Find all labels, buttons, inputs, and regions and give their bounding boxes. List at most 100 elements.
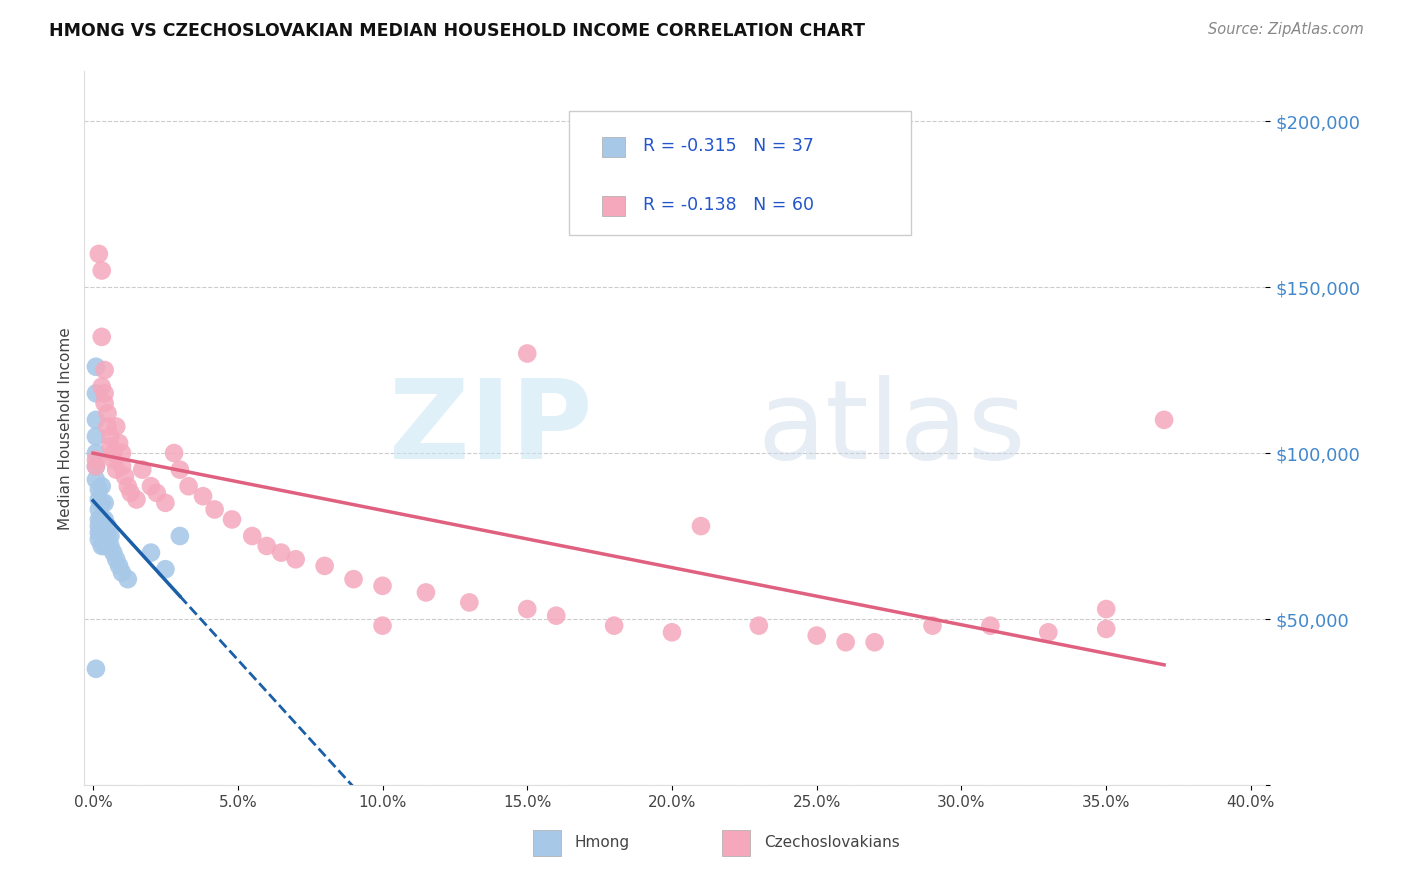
Point bbox=[516, 346, 538, 360]
Point bbox=[108, 558, 131, 573]
Text: R = -0.315   N = 37: R = -0.315 N = 37 bbox=[643, 137, 814, 155]
Point bbox=[169, 463, 191, 477]
Text: ZIP: ZIP bbox=[389, 375, 592, 482]
Point bbox=[96, 419, 118, 434]
Point bbox=[256, 539, 278, 553]
Point bbox=[191, 489, 214, 503]
Point bbox=[806, 629, 828, 643]
Point bbox=[240, 529, 263, 543]
Point bbox=[139, 479, 162, 493]
Point bbox=[87, 247, 110, 261]
Point bbox=[93, 512, 115, 526]
Point bbox=[314, 558, 336, 573]
Point bbox=[103, 546, 125, 560]
Point bbox=[84, 386, 107, 401]
Point bbox=[155, 496, 177, 510]
Point bbox=[131, 463, 153, 477]
Point bbox=[100, 439, 122, 453]
Point bbox=[270, 546, 292, 560]
Point bbox=[120, 486, 142, 500]
Point bbox=[1153, 413, 1175, 427]
Point bbox=[163, 446, 186, 460]
Point bbox=[177, 479, 200, 493]
Point bbox=[90, 539, 112, 553]
Point bbox=[93, 363, 115, 377]
Point bbox=[84, 473, 107, 487]
Point bbox=[108, 436, 131, 450]
Point bbox=[84, 429, 107, 443]
Point bbox=[921, 618, 943, 632]
Point bbox=[661, 625, 683, 640]
Point bbox=[100, 539, 122, 553]
Point bbox=[93, 396, 115, 410]
Point bbox=[96, 519, 118, 533]
Point bbox=[93, 525, 115, 540]
Point bbox=[125, 492, 148, 507]
Point bbox=[145, 486, 167, 500]
Point bbox=[516, 602, 538, 616]
Point bbox=[84, 413, 107, 427]
Point bbox=[863, 635, 886, 649]
Point bbox=[87, 525, 110, 540]
Point bbox=[105, 463, 128, 477]
Text: Source: ZipAtlas.com: Source: ZipAtlas.com bbox=[1208, 22, 1364, 37]
Point bbox=[87, 533, 110, 547]
Point bbox=[117, 479, 139, 493]
Point bbox=[114, 469, 136, 483]
Point bbox=[84, 452, 107, 467]
Point bbox=[117, 572, 139, 586]
Text: R = -0.138   N = 60: R = -0.138 N = 60 bbox=[643, 195, 814, 213]
Point bbox=[748, 618, 770, 632]
Point bbox=[87, 502, 110, 516]
Point bbox=[103, 446, 125, 460]
Point bbox=[84, 662, 107, 676]
FancyBboxPatch shape bbox=[602, 195, 624, 216]
Point bbox=[90, 496, 112, 510]
Point bbox=[90, 379, 112, 393]
Point bbox=[1095, 602, 1118, 616]
Point bbox=[371, 579, 394, 593]
Point bbox=[90, 330, 112, 344]
Point bbox=[155, 562, 177, 576]
Point bbox=[93, 539, 115, 553]
Point bbox=[284, 552, 307, 566]
Point bbox=[87, 492, 110, 507]
FancyBboxPatch shape bbox=[568, 111, 911, 235]
Point bbox=[90, 263, 112, 277]
Point bbox=[87, 483, 110, 497]
Text: HMONG VS CZECHOSLOVAKIAN MEDIAN HOUSEHOLD INCOME CORRELATION CHART: HMONG VS CZECHOSLOVAKIAN MEDIAN HOUSEHOL… bbox=[49, 22, 865, 40]
Point bbox=[103, 452, 125, 467]
Point bbox=[96, 529, 118, 543]
Point bbox=[111, 459, 134, 474]
Point bbox=[458, 595, 481, 609]
Point bbox=[96, 406, 118, 420]
Point bbox=[93, 496, 115, 510]
Point bbox=[90, 512, 112, 526]
Text: atlas: atlas bbox=[758, 375, 1026, 482]
Point bbox=[84, 459, 107, 474]
Point bbox=[603, 618, 626, 632]
Point bbox=[100, 429, 122, 443]
Point bbox=[105, 419, 128, 434]
Point bbox=[111, 566, 134, 580]
Point bbox=[90, 525, 112, 540]
Point bbox=[139, 546, 162, 560]
Point bbox=[342, 572, 364, 586]
Point bbox=[84, 359, 107, 374]
Point bbox=[100, 529, 122, 543]
Point bbox=[111, 446, 134, 460]
Point bbox=[979, 618, 1001, 632]
Text: Hmong: Hmong bbox=[575, 835, 630, 850]
Point bbox=[834, 635, 856, 649]
Point bbox=[90, 479, 112, 493]
Point bbox=[87, 519, 110, 533]
Point bbox=[105, 552, 128, 566]
Point bbox=[371, 618, 394, 632]
Point bbox=[415, 585, 437, 599]
FancyBboxPatch shape bbox=[602, 137, 624, 157]
Point bbox=[1038, 625, 1060, 640]
FancyBboxPatch shape bbox=[533, 830, 561, 855]
Point bbox=[84, 459, 107, 474]
Point bbox=[221, 512, 243, 526]
Text: Czechoslovakians: Czechoslovakians bbox=[763, 835, 900, 850]
